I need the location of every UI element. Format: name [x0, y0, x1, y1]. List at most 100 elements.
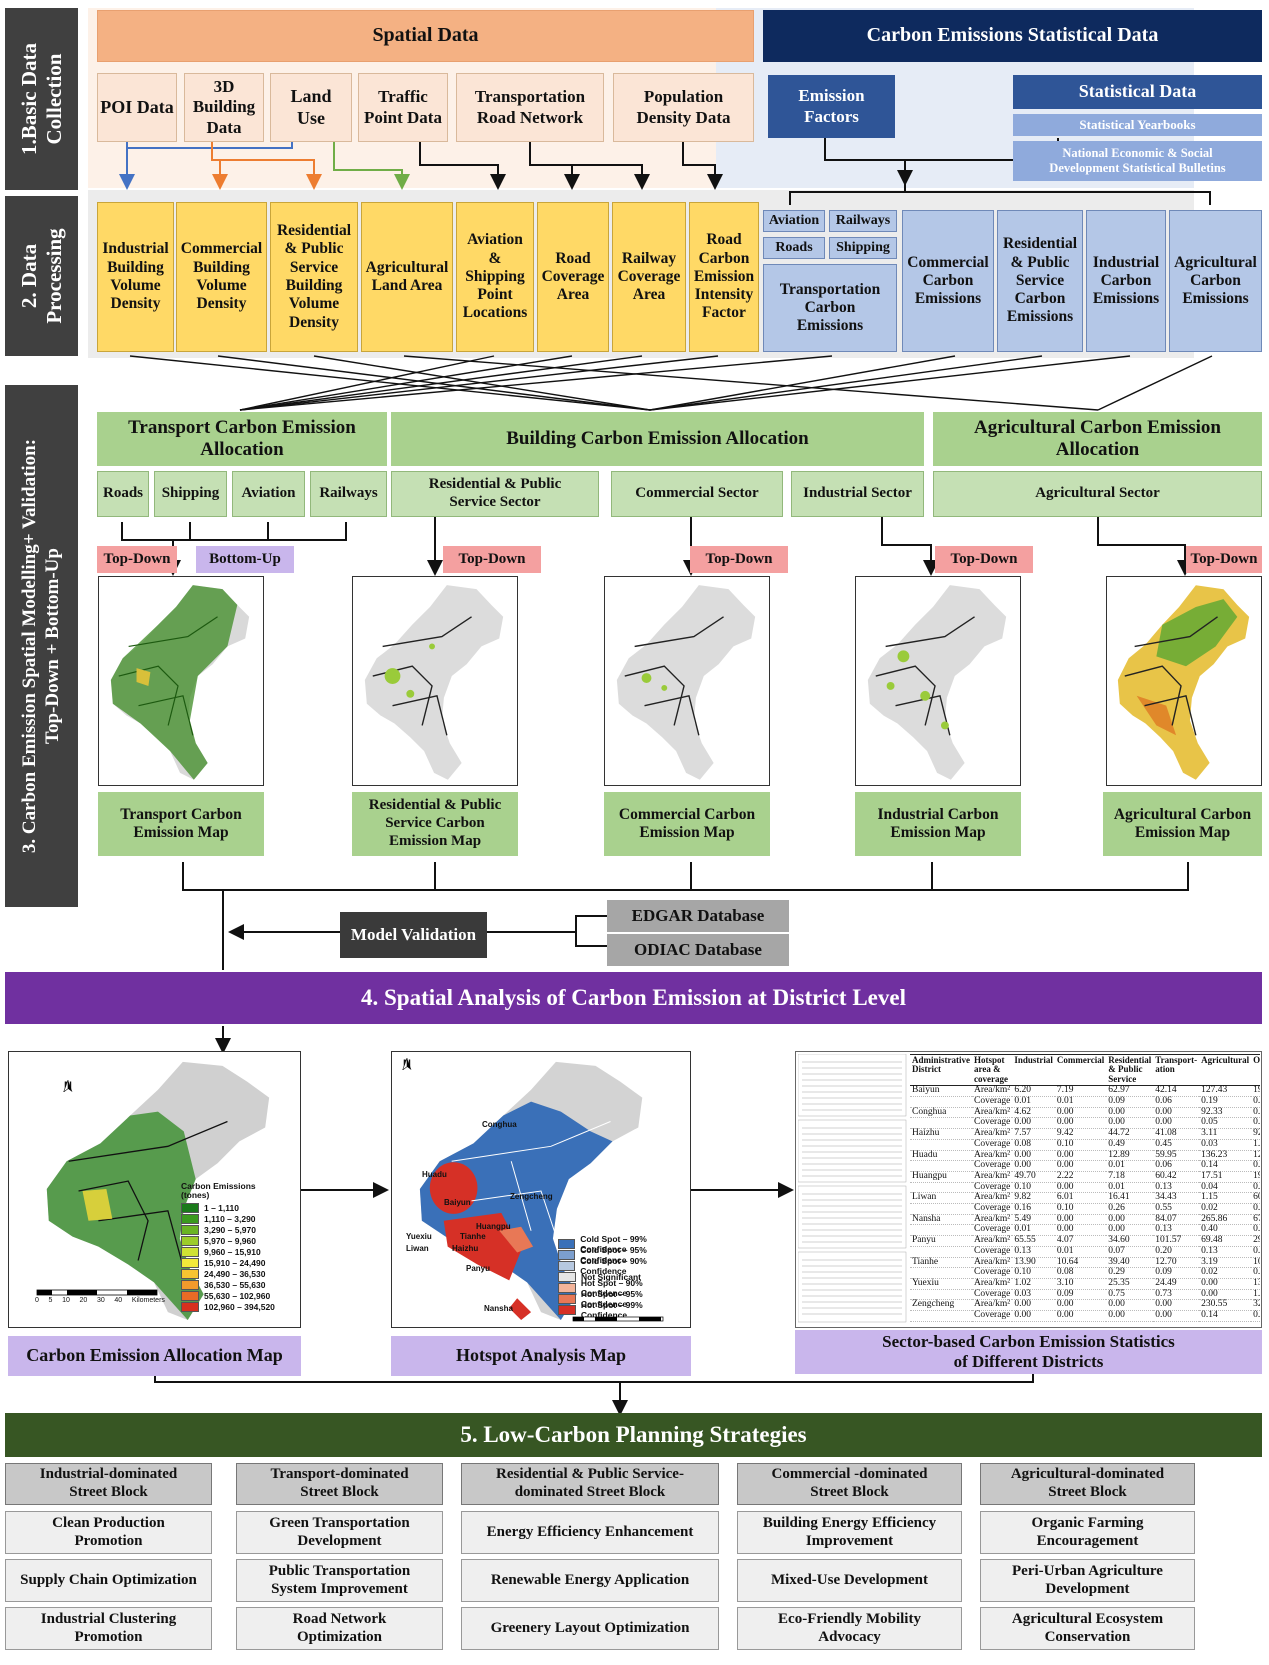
strategy-item: Mixed-Use Development — [737, 1559, 962, 1602]
aviation-shipping-points-box: Aviation & Shipping Point Locations — [456, 202, 534, 352]
alloc-roads: Roads — [97, 471, 149, 517]
north-arrow-icon: N — [59, 1080, 77, 1092]
strategy-item: Supply Chain Optimization — [5, 1559, 212, 1602]
legend-swatch — [181, 1203, 199, 1213]
table-header-cell: Industrial — [1012, 1055, 1055, 1086]
table-cell: 0.49 — [1106, 1139, 1153, 1150]
table-cell: 0.00 — [1106, 1214, 1153, 1225]
table-cell: 0.00 — [1106, 1225, 1153, 1236]
table-cell: Area/km² — [972, 1150, 1012, 1161]
table-cell: 124.65 — [1251, 1150, 1260, 1161]
table-cell: 0.40 — [1199, 1225, 1251, 1236]
railway-coverage-box: Railway Coverage Area — [612, 202, 686, 352]
table-cell: 0.05 — [1199, 1118, 1251, 1129]
strategy-item: Industrial Clustering Promotion — [5, 1607, 212, 1650]
table-cell: Coverage — [972, 1118, 1012, 1129]
table-cell: 0.13 — [1251, 1161, 1260, 1172]
table-cell: 84.07 — [1153, 1214, 1199, 1225]
table-cell: 196.46 — [1251, 1086, 1260, 1097]
table-cell: 0.09 — [1106, 1097, 1153, 1108]
table-cell: Coverage — [972, 1161, 1012, 1172]
table-cell: Area/km² — [972, 1107, 1012, 1118]
table-cell: 0.01 — [1055, 1097, 1106, 1108]
agricultural-land-area-box: Agricultural Land Area — [361, 202, 453, 352]
legend-label: 24,490 – 36,530 — [204, 1269, 265, 1279]
district-label: Haizhu — [452, 1244, 478, 1253]
district-label: Nansha — [484, 1304, 513, 1313]
table-cell: 32.48 — [1251, 1300, 1260, 1311]
table-cell: 7.18 — [1106, 1171, 1153, 1182]
strategy-item: Public Transportation System Improvement — [236, 1559, 443, 1602]
table-cell: 0.00 — [1106, 1107, 1153, 1118]
table-cell: 193.69 — [1251, 1171, 1260, 1182]
alloc-shipping: Shipping — [154, 471, 227, 517]
table-cell: 16.41 — [1106, 1193, 1153, 1204]
agricultural-map-image — [1106, 576, 1262, 786]
table-cell: 0.14 — [1199, 1161, 1251, 1172]
statistical-data-box: Statistical Data — [1013, 75, 1262, 109]
table-row: PanyuArea/km²65.554.0734.60101.5769.4829… — [910, 1236, 1260, 1247]
transport-emissions-box: Transportation Carbon Emissions — [763, 264, 897, 352]
table-cell: Area/km² — [972, 1257, 1012, 1268]
table-row: Zengcheng Area/km² 0.00 0.00 0.00 0.00 230.55 3… — [910, 1300, 1260, 1311]
table-cell: Coverage — [972, 1289, 1012, 1300]
strategy-item: Eco-Friendly Mobility Advocacy — [737, 1607, 962, 1650]
spatial-data-header: Spatial Data — [97, 10, 754, 62]
legend-label: 1 – 1,110 — [204, 1203, 239, 1213]
hotspot-legend-item: Hot Spot – 99% Confidence — [558, 1304, 690, 1315]
table-row: Coverage0.030.090.750.730.001.00 — [910, 1289, 1260, 1300]
legend-label: 102,960 – 394,520 — [204, 1302, 275, 1312]
legend-label: 36,530 – 55,630 — [204, 1280, 265, 1290]
bottom-up-tag-transport: Bottom-Up — [196, 546, 294, 573]
table-cell: 92.09 — [1251, 1129, 1260, 1140]
emission-factors-box: Emission Factors — [768, 75, 895, 138]
table-cell: 0.00 — [1153, 1300, 1199, 1311]
table-cell: 41.08 — [1153, 1129, 1199, 1140]
strategy-item: Greenery Layout Optimization — [461, 1607, 719, 1650]
scale-tick: 20 — [80, 1297, 88, 1304]
commercial-emissions-box: Commercial Carbon Emissions — [902, 210, 994, 352]
strategy-column-title: Industrial-dominated Street Block — [5, 1463, 212, 1505]
table-cell: 0.10 — [1055, 1139, 1106, 1150]
table-cell: 265.86 — [1199, 1214, 1251, 1225]
table-cell: 0.06 — [1153, 1097, 1199, 1108]
table-cell — [910, 1268, 972, 1279]
scale-unit: Kilometers — [132, 1297, 165, 1304]
table-row: Coverage0.130.010.070.200.130.58 — [910, 1246, 1260, 1257]
alloc-railways: Railways — [310, 471, 387, 517]
table-cell: 299.46 — [1251, 1236, 1260, 1247]
table-cell: 62.97 — [1106, 1086, 1153, 1097]
table-cell: 67.26 — [1251, 1214, 1260, 1225]
legend-label: 3,290 – 5,970 — [204, 1225, 256, 1235]
statistical-yearbooks-box: Statistical Yearbooks — [1013, 114, 1262, 136]
strategies-grid: Industrial-dominated Street Block Clean P… — [5, 1463, 1262, 1661]
table-cell: 0.00 — [1012, 1118, 1055, 1129]
table-cell: 34.43 — [1153, 1193, 1199, 1204]
strategy-item: Road Network Optimization — [236, 1607, 443, 1650]
scale-tick: 30 — [97, 1297, 105, 1304]
table-cell — [910, 1161, 972, 1172]
strategy-item: Peri-Urban Agriculture Development — [980, 1559, 1195, 1602]
table-cell: 0.29 — [1251, 1097, 1260, 1108]
commercial-volume-density-box: Commercial Building Volume Density — [176, 202, 267, 352]
top-down-tag-commercial: Top-Down — [690, 546, 788, 573]
table-row: HaizhuArea/km²7.579.4244.7241.083.1192.0… — [910, 1129, 1260, 1140]
table-cell: 42.14 — [1153, 1086, 1199, 1097]
district-label: Panyu — [466, 1264, 490, 1273]
legend-label: 5,970 – 9,960 — [204, 1236, 256, 1246]
table-cell: 0.10 — [1055, 1204, 1106, 1215]
table-cell: 0.80 — [1251, 1268, 1260, 1279]
legend-swatch — [181, 1269, 199, 1279]
ind-sector-box: Industrial Sector — [791, 471, 924, 517]
table-cell: Tianhe — [910, 1257, 972, 1268]
strategy-column-title: Commercial -dominated Street Block — [737, 1463, 962, 1505]
table-cell: Area/km² — [972, 1236, 1012, 1247]
legend-item: 15,910 – 24,490 — [181, 1258, 299, 1269]
table-cell: Coverage — [972, 1097, 1012, 1108]
table-cell: 7.19 — [1055, 1086, 1106, 1097]
table-cell: 0.03 — [1199, 1139, 1251, 1150]
legend-item: 24,490 – 36,530 — [181, 1269, 299, 1280]
table-cell: Huadu — [910, 1150, 972, 1161]
table-cell: 4.62 — [1012, 1107, 1055, 1118]
table-row: HuangpuArea/km²49.702.227.1860.4217.5119… — [910, 1171, 1260, 1182]
